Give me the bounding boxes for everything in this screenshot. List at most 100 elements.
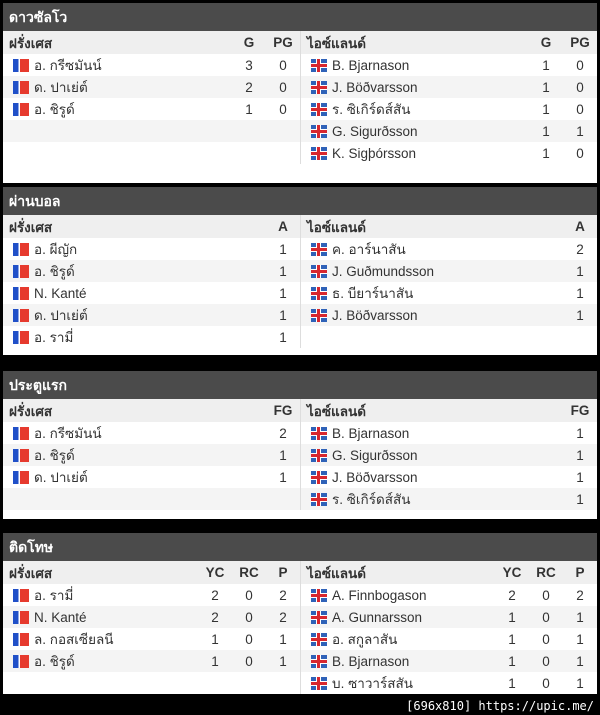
player-row[interactable]: J. Böðvarsson 1 0 (301, 76, 597, 98)
player-row[interactable]: อ. ผีญัก 1 (3, 238, 300, 260)
stat-header-g: G (243, 35, 255, 50)
stat-yc: 1 (211, 653, 219, 669)
player-row[interactable]: K. Sigþórsson 1 0 (301, 142, 597, 164)
stat-p: 2 (279, 587, 287, 603)
player-name-text: J. Böðvarsson (332, 307, 418, 323)
france-flag-icon (13, 103, 29, 116)
player-row[interactable]: อ. กรีซมันน์ 2 (3, 422, 300, 444)
section-discipline: ติดโทษ ฝรั่งเศส YC RC P อ. รามี่ 2 0 2 N. Kanté 2 0… (3, 533, 597, 694)
player-row[interactable]: G. Sigurðsson 1 1 (301, 120, 597, 142)
player-row[interactable]: อ. รามี่ 1 (3, 326, 300, 348)
france-flag-icon (13, 265, 29, 278)
player-row[interactable]: J. Böðvarsson 1 (301, 304, 597, 326)
stat-pg: 0 (576, 101, 584, 117)
stat-rc: 0 (542, 587, 550, 603)
iceland-flag-icon (311, 426, 327, 440)
column-header: ฝรั่งเศส YC RC P (3, 561, 300, 584)
player-row[interactable]: ล. กอสเซียลนี 1 0 1 (3, 628, 300, 650)
player-name: J. Böðvarsson (301, 80, 529, 95)
player-row[interactable]: ด. ปาเย่ต์ 1 (3, 466, 300, 488)
france-flag-icon (13, 449, 29, 462)
player-name: ธ. บียาร์นาสัน (301, 282, 563, 304)
player-name: อ. รามี่ (3, 326, 266, 348)
team-name: ไอซ์แลนด์ (307, 403, 367, 419)
stat-a: 1 (576, 285, 584, 301)
player-name: ร. ซิเกิร์ดส์สัน (301, 488, 563, 510)
player-name: อ. รามี่ (3, 584, 198, 606)
player-name: อ. กรีซมันน์ (3, 422, 266, 444)
player-row[interactable]: G. Sigurðsson 1 (301, 444, 597, 466)
france-flag-icon (13, 655, 29, 668)
stat-pg: 0 (576, 79, 584, 95)
stat-fg: 1 (279, 447, 287, 463)
player-row[interactable]: บ. ซาวาร์สสัน 1 0 1 (301, 672, 597, 694)
player-row[interactable]: B. Bjarnason 1 (301, 422, 597, 444)
player-row[interactable]: ร. ซิเกิร์ดส์สัน 1 (301, 488, 597, 510)
player-row[interactable]: ร. ซิเกิร์ดส์สัน 1 0 (301, 98, 597, 120)
player-row[interactable]: J. Böðvarsson 1 (301, 466, 597, 488)
section-first-goal: ประตูแรก ฝรั่งเศส FG อ. กรีซมันน์ 2 อ. ชิรูด์… (3, 371, 597, 519)
section-columns: ฝรั่งเศส G PG อ. กรีซมันน์ 3 0 ด. ปาเย่ต์ 2 0 อ. … (3, 31, 597, 164)
iceland-flag-icon (311, 654, 327, 668)
stat-rc: 0 (245, 609, 253, 625)
player-row[interactable]: B. Bjarnason 1 0 1 (301, 650, 597, 672)
player-name-text: G. Sigurðsson (332, 123, 418, 139)
france-flag-icon (13, 633, 29, 646)
player-name-text: J. Guðmundsson (332, 263, 435, 279)
player-name: J. Böðvarsson (301, 470, 563, 485)
player-row[interactable]: ด. ปาเย่ต์ 1 (3, 304, 300, 326)
stat-pg: 0 (279, 79, 287, 95)
iceland-flag-icon (311, 633, 327, 646)
player-row[interactable]: อ. ชิรูด์ 1 (3, 260, 300, 282)
watermark: [696x810] https://upic.me/ (406, 699, 594, 713)
stat-rc: 0 (542, 653, 550, 669)
player-row[interactable]: ด. ปาเย่ต์ 2 0 (3, 76, 300, 98)
player-row[interactable]: N. Kanté 2 0 2 (3, 606, 300, 628)
iceland-flag-icon (311, 470, 327, 484)
player-name: ด. ปาเย่ต์ (3, 304, 266, 326)
france-table: ฝรั่งเศส A อ. ผีญัก 1 อ. ชิรูด์ 1 N. Kanté 1 ด. … (3, 215, 300, 348)
player-name-text: ด. ปาเย่ต์ (34, 470, 88, 485)
player-row[interactable]: อ. รามี่ 2 0 2 (3, 584, 300, 606)
player-row[interactable]: ค. อาร์นาสัน 2 (301, 238, 597, 260)
player-row[interactable]: ธ. บียาร์นาสัน 1 (301, 282, 597, 304)
player-row[interactable]: B. Bjarnason 1 0 (301, 54, 597, 76)
stat-header-yc: YC (502, 565, 522, 580)
section-title: ประตูแรก (3, 371, 597, 399)
section-assists: ผ่านบอล ฝรั่งเศส A อ. ผีญัก 1 อ. ชิรูด์ 1 N. Ka… (3, 187, 597, 355)
iceland-table: ไอซ์แลนด์ YC RC P A. Finnbogason 2 0 2 A. Gunnar… (300, 561, 597, 694)
player-name: B. Bjarnason (301, 654, 495, 669)
stat-g: 1 (245, 101, 253, 117)
player-row[interactable]: A. Finnbogason 2 0 2 (301, 584, 597, 606)
player-name-text: อ. ผีญัก (34, 242, 78, 257)
stat-g: 1 (542, 123, 550, 139)
player-name: อ. ชิรูด์ (3, 444, 266, 466)
player-row[interactable]: อ. ชิรูด์ 1 (3, 444, 300, 466)
player-name: A. Gunnarsson (301, 610, 495, 625)
player-name: G. Sigurðsson (301, 448, 563, 463)
player-name: ล. กอสเซียลนี (3, 628, 198, 650)
player-name-text: ร. ซิเกิร์ดส์สัน (332, 102, 411, 117)
player-row[interactable]: อ. ชิรูด์ 1 0 (3, 98, 300, 120)
player-name-text: อ. รามี่ (34, 588, 74, 603)
player-row[interactable]: อ. สกูลาสัน 1 0 1 (301, 628, 597, 650)
player-name-text: อ. รามี่ (34, 330, 74, 345)
iceland-flag-icon (311, 146, 327, 160)
empty-row (3, 120, 300, 142)
player-row[interactable]: A. Gunnarsson 1 0 1 (301, 606, 597, 628)
player-name: ด. ปาเย่ต์ (3, 76, 232, 98)
stat-yc: 2 (211, 587, 219, 603)
stat-rc: 0 (542, 675, 550, 691)
player-name: ร. ซิเกิร์ดส์สัน (301, 98, 529, 120)
stat-p: 1 (576, 631, 584, 647)
player-row[interactable]: อ. กรีซมันน์ 3 0 (3, 54, 300, 76)
france-flag-icon (13, 331, 29, 344)
stat-a: 1 (576, 307, 584, 323)
player-row[interactable]: N. Kanté 1 (3, 282, 300, 304)
france-table: ฝรั่งเศส FG อ. กรีซมันน์ 2 อ. ชิรูด์ 1 ด. ปาเย… (3, 399, 300, 510)
stat-a: 1 (576, 263, 584, 279)
player-name: A. Finnbogason (301, 588, 495, 603)
player-row[interactable]: J. Guðmundsson 1 (301, 260, 597, 282)
player-name-text: อ. ชิรูด์ (34, 654, 75, 669)
player-row[interactable]: อ. ชิรูด์ 1 0 1 (3, 650, 300, 672)
